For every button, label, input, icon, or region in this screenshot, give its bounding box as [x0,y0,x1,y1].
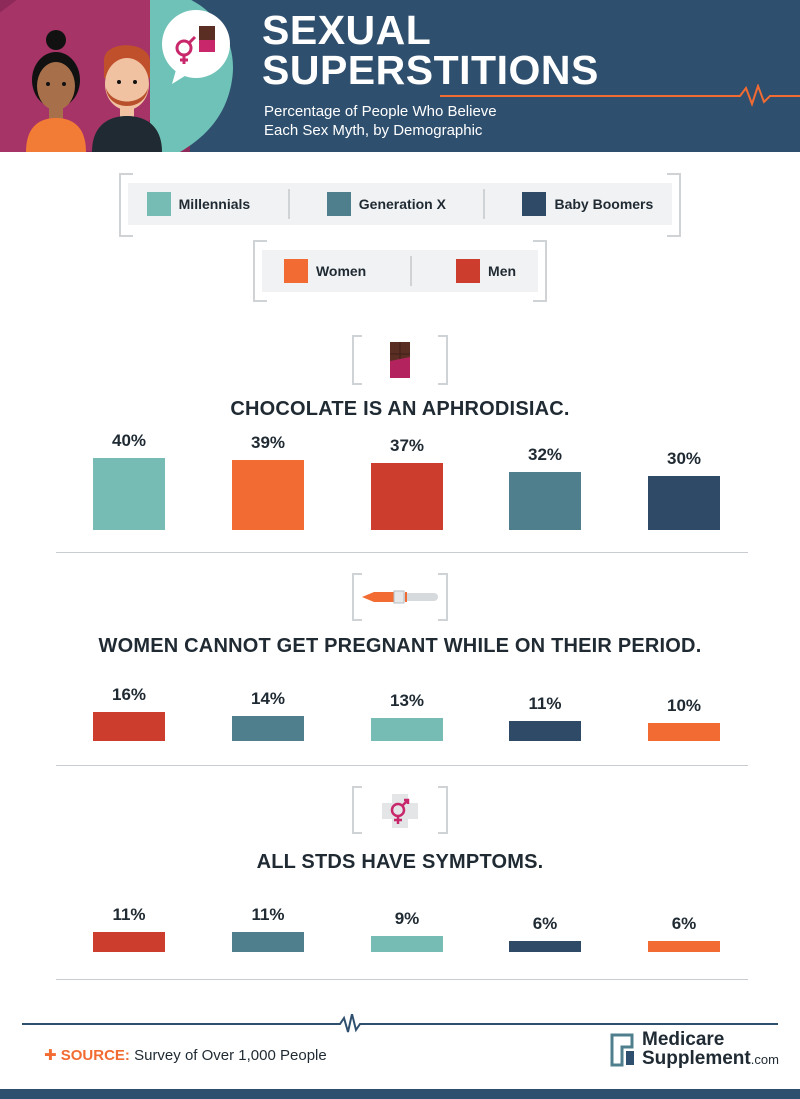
page-subtitle: Percentage of People Who Believe Each Se… [264,102,564,140]
subtitle-line-1: Percentage of People Who Believe [264,103,497,120]
swatch-millennials [146,192,171,216]
legend-item-generation-x: Generation X [326,192,446,216]
logo-word: Supplement [642,1048,751,1069]
bar-generation-x [509,472,581,530]
legend-label: Generation X [358,196,446,212]
swatch-baby-boomers [522,192,547,216]
bar-women [648,941,720,952]
legend-generations: Millennials Generation X Baby Boomers [128,183,672,225]
footer-heartbeat-line [22,1014,778,1033]
chocolate-bar-icon [352,335,448,385]
bottom-strip [0,1089,800,1099]
bar-millennials [371,935,443,952]
source-label: ✚ SOURCE: [44,1047,130,1064]
bar-millennials [371,717,443,741]
section-title-pregnancy: WOMEN CANNOT GET PREGNANT WHILE ON THEIR… [98,635,702,657]
pregnancy-test-icon [352,573,448,621]
legend-gender: Women Men [262,250,538,292]
bar-men [371,463,443,530]
bar-men [93,932,165,952]
heartbeat-line-icon [440,84,800,107]
logo-text: Medicare Supplement.com [642,1030,779,1069]
legend-item-men: Men [456,259,516,283]
swatch-women [283,259,308,283]
bar-generation-x [232,715,304,741]
legend-item-baby-boomers: Baby Boomers [522,192,653,216]
legend-item-millennials: Millennials [146,192,251,216]
bar-millennials [93,458,165,530]
couple-illustration [0,0,234,152]
title-line-1: SEXUAL [262,7,432,53]
section-divider [56,552,748,553]
bar-women [648,723,720,741]
bar-men [93,712,165,741]
section-title-chocolate: CHOCOLATE IS AN APHRODISIAC. [230,398,570,420]
bar-women [232,459,304,530]
legend-label: Millennials [178,196,251,212]
bar-baby-boomers [509,721,581,741]
legend-divider [410,256,413,286]
logo-line-1: Medicare [642,1029,725,1050]
bar-baby-boomers [509,941,581,952]
title-line-2: SUPERSTITIONS [262,47,599,93]
bar-value-label: 6% [671,914,697,934]
source-label-text: SOURCE: [60,1047,130,1064]
source-text: Survey of Over 1,000 People [134,1047,327,1064]
source-note: ✚ SOURCE: Survey of Over 1,000 People [44,1046,327,1064]
legend-item-women: Women [283,259,367,283]
bar-value-label: 6% [532,914,558,934]
section-divider [56,979,748,980]
legend-label: Men [488,263,517,279]
bar-value-label: 13% [389,690,425,710]
legend-divider [483,189,486,219]
page-title: SEXUAL SUPERSTITIONS [262,7,599,93]
legend-label: Baby Boomers [554,196,654,212]
header-banner: SEXUAL SUPERSTITIONS Percentage of Peopl… [0,0,800,152]
section-divider [56,765,748,766]
bar-value-label: 40% [111,431,147,450]
bar-value-label: 10% [666,696,702,715]
logo-line-2: Supplement.com [642,1049,779,1069]
bar-value-label: 32% [527,445,563,465]
legend-divider [287,189,290,219]
section-title-stds: ALL STDS HAVE SYMPTOMS. [256,851,544,873]
bar-value-label: 11% [112,905,146,925]
bar-value-label: 37% [389,436,425,456]
bar-value-label: 11% [528,694,562,714]
bar-value-label: 14% [250,688,286,708]
bar-value-label: 9% [394,908,420,928]
logo-mark-icon [610,1033,634,1066]
bar-value-label: 30% [666,449,702,468]
medicare-supplement-logo[interactable]: Medicare Supplement.com [608,1030,779,1069]
bar-value-label: 11% [251,905,285,925]
legend-label: Women [315,263,367,279]
swatch-generation-x [326,192,351,216]
logo-suffix: .com [750,1052,779,1067]
bar-generation-x [232,932,304,952]
subtitle-line-2: Each Sex Myth, by Demographic [264,122,483,139]
bar-value-label: 39% [250,432,286,452]
swatch-men [456,259,481,283]
bar-value-label: 16% [111,685,147,705]
gender-medical-cross-icon [352,786,448,834]
bar-baby-boomers [648,476,720,530]
